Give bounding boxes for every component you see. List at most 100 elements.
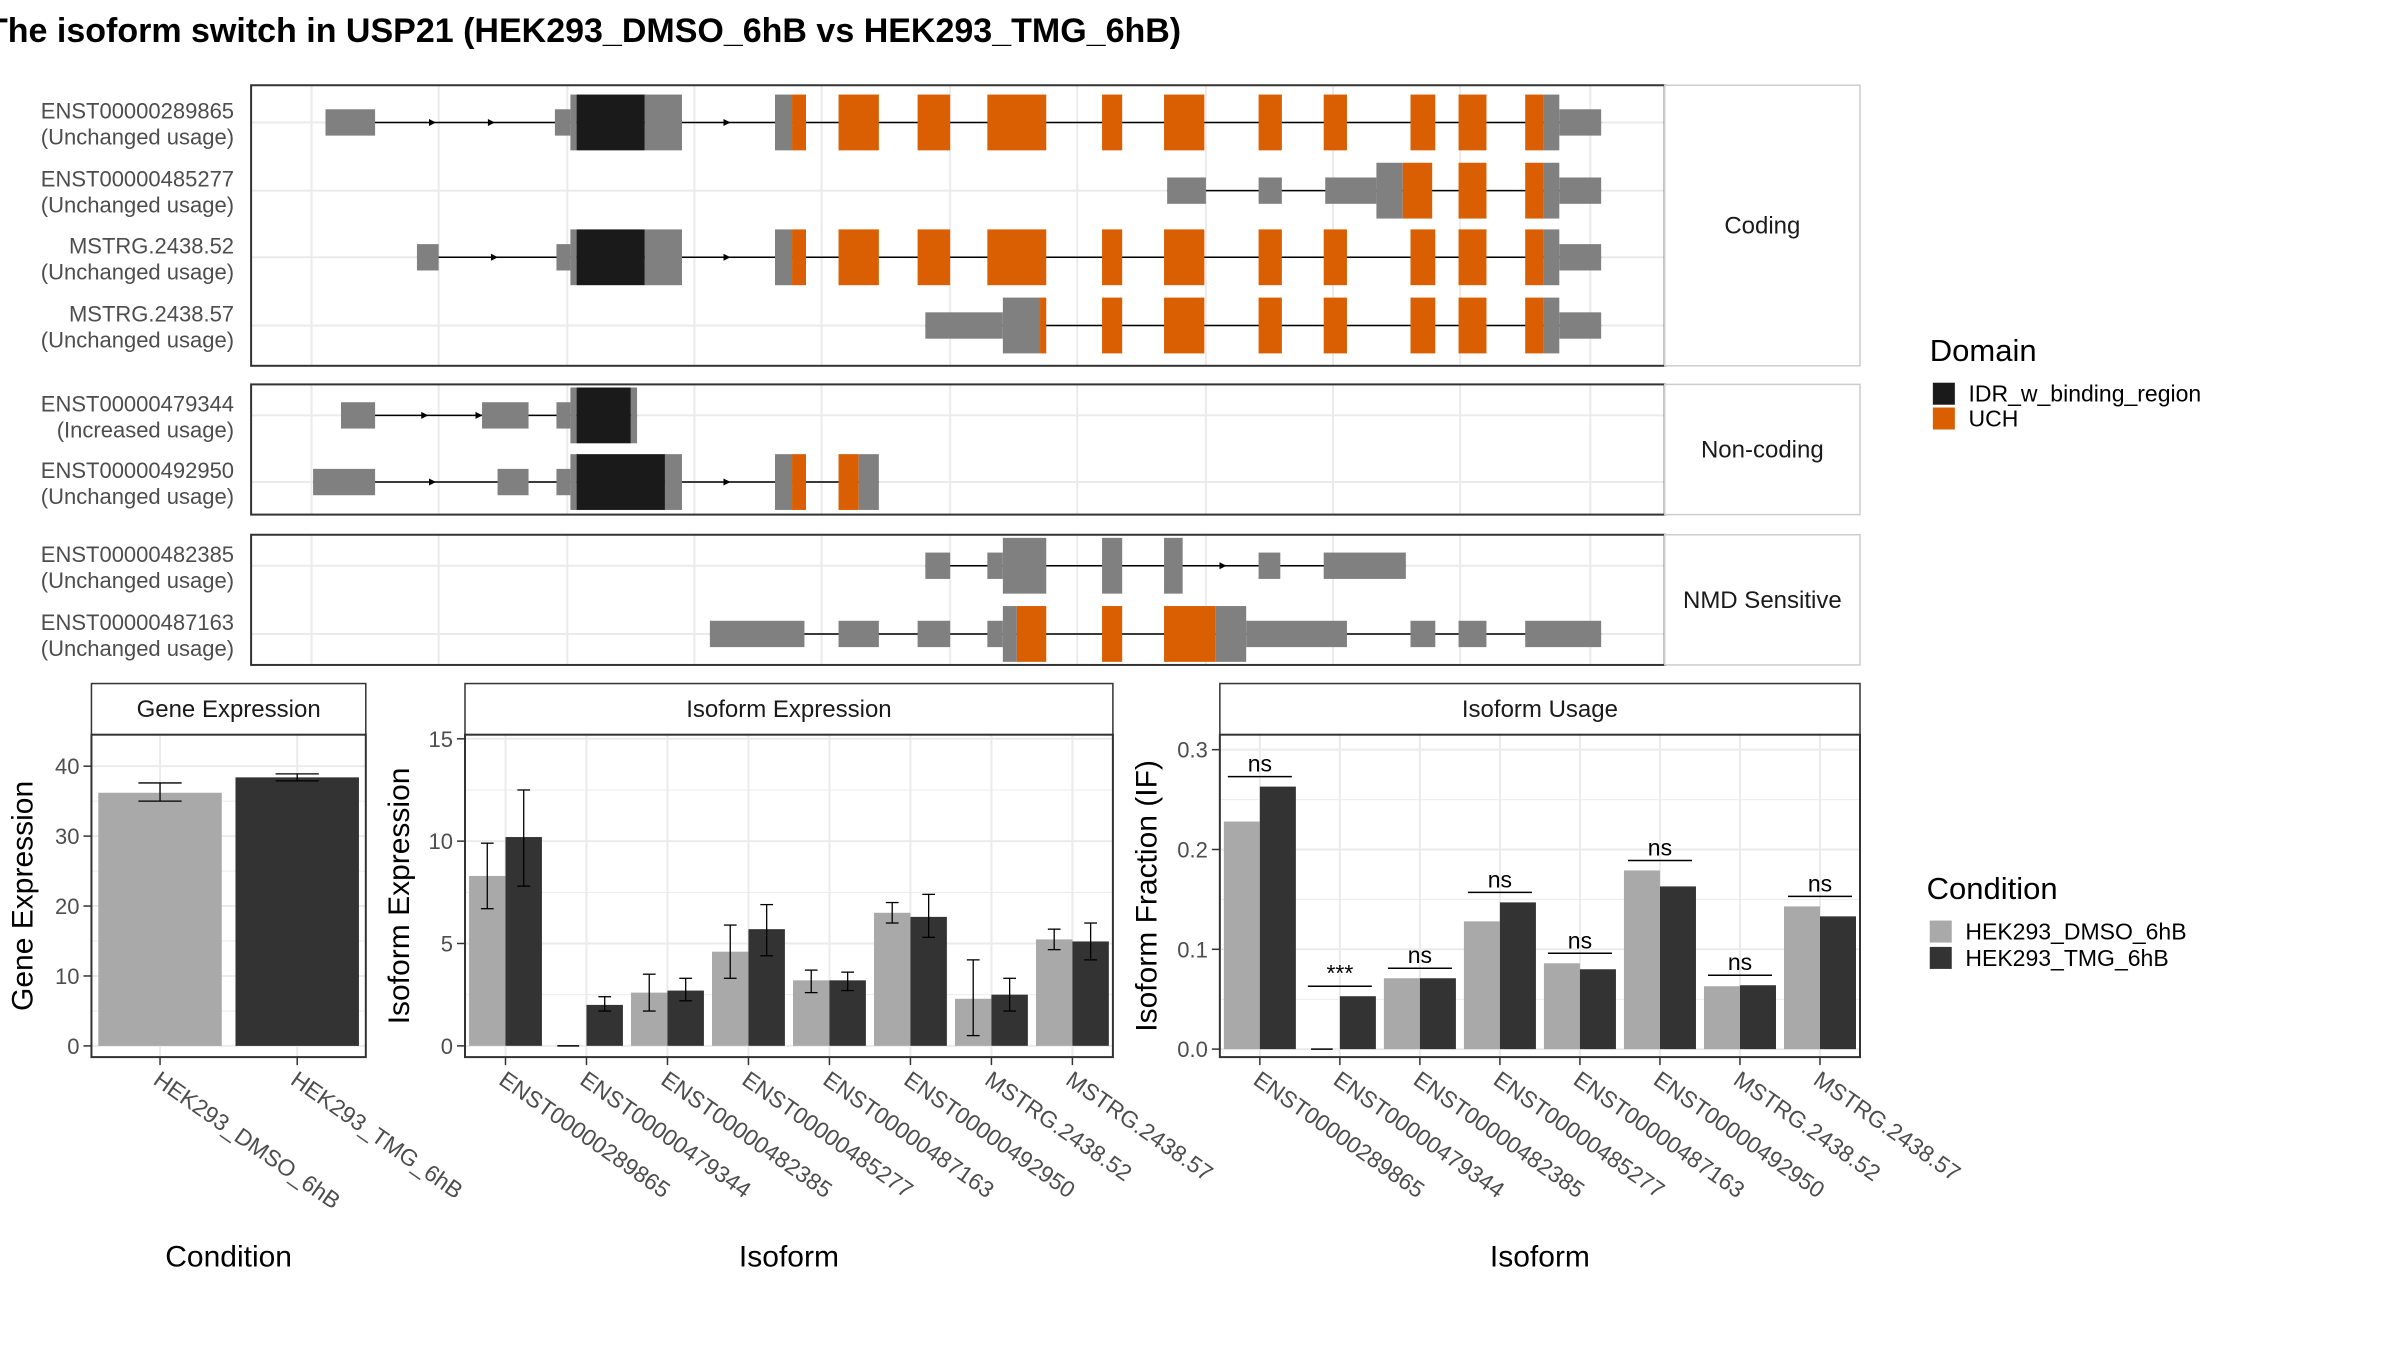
x-tick-label: MSTRG.2438.57	[1809, 1066, 1965, 1186]
y-axis-label: Isoform Fraction (IF)	[1130, 760, 1163, 1032]
x-axis-label: Condition	[165, 1240, 292, 1273]
exon-segment	[570, 454, 577, 510]
y-tick-label: 30	[55, 824, 79, 849]
transcript-id: ENST00000485277	[41, 167, 234, 192]
direction-arrow	[429, 118, 436, 126]
facet-strip	[1663, 534, 1861, 666]
transcript-row: ENST00000492950(Unchanged usage)	[41, 454, 879, 510]
uch-domain-segment	[1458, 297, 1487, 354]
direction-arrow	[1219, 562, 1227, 570]
exon-segment	[570, 387, 577, 444]
utr-exon	[313, 468, 376, 496]
direction-arrow	[491, 253, 498, 261]
facet-strip	[1663, 84, 1861, 367]
exon-segment	[570, 94, 577, 151]
utr-exon	[838, 620, 879, 648]
significance-label: ns	[1248, 751, 1272, 777]
uch-domain-segment	[1102, 606, 1123, 662]
y-tick-label: 0	[441, 1034, 453, 1059]
bar	[98, 792, 222, 1046]
bar	[1463, 921, 1500, 1050]
utr-exon	[1458, 620, 1487, 648]
uch-domain-segment	[1458, 94, 1487, 151]
exon-segment	[630, 387, 638, 444]
exon-segment	[1102, 537, 1123, 594]
y-tick-label: 0.2	[1177, 837, 1208, 862]
transcript-panel-1: ENST00000289865(Unchanged usage)ENST0000…	[41, 84, 1861, 367]
transcript-usage: (Increased usage)	[57, 417, 234, 442]
uch-domain-segment	[838, 94, 879, 151]
facet-label: NMD Sensitive	[1683, 587, 1842, 614]
uch-domain-segment	[1016, 606, 1047, 662]
bar	[1543, 963, 1580, 1050]
significance-label: ***	[1326, 960, 1353, 986]
exon-segment	[1215, 606, 1247, 662]
utr-exon	[482, 402, 529, 429]
chart-title: Isoform Usage	[1462, 696, 1618, 723]
uch-domain-segment	[1458, 229, 1487, 286]
bar	[1739, 985, 1776, 1050]
exon-segment	[775, 94, 793, 151]
uch-domain-segment	[1410, 229, 1436, 286]
uch-domain-segment	[792, 229, 806, 286]
transcript-row: ENST00000487163(Unchanged usage)	[41, 606, 1602, 662]
facet-label: Non-coding	[1701, 437, 1824, 464]
bar	[1579, 969, 1616, 1050]
significance-label: ns	[1648, 834, 1672, 860]
uch-domain-segment	[1410, 297, 1436, 354]
facet-label: Coding	[1724, 213, 1800, 240]
utr-exon	[556, 244, 571, 271]
uch-domain-segment	[1040, 297, 1047, 354]
bar	[873, 912, 911, 1046]
utr-exon	[987, 620, 1003, 648]
transcript-panel-3: ENST00000482385(Unchanged usage)ENST0000…	[41, 533, 1861, 666]
uch-domain-segment	[838, 454, 859, 510]
bar	[1383, 978, 1420, 1050]
uch-domain-segment	[1323, 94, 1347, 151]
transcript-id: MSTRG.2438.52	[69, 233, 234, 258]
transcript-usage: (Unchanged usage)	[41, 568, 234, 593]
legend-label: UCH	[1969, 406, 2019, 432]
chart-title: Gene Expression	[137, 696, 321, 723]
bar	[235, 777, 359, 1046]
y-tick-label: 10	[429, 829, 453, 854]
uch-domain-segment	[1402, 162, 1433, 219]
y-tick-label: 0.3	[1177, 738, 1208, 763]
bar	[1623, 870, 1660, 1050]
uch-domain-segment	[1323, 229, 1347, 286]
utr-exon	[1559, 109, 1602, 136]
utr-exon	[1325, 177, 1377, 204]
facet-strip	[90, 682, 367, 736]
y-axis-label: Gene Expression	[7, 781, 40, 1011]
transcript-row: ENST00000485277(Unchanged usage)	[41, 162, 1602, 219]
utr-exon	[1410, 620, 1436, 648]
significance-label: ns	[1488, 866, 1512, 892]
facet-strip	[464, 682, 1114, 736]
bar	[829, 980, 866, 1046]
y-tick-label: 0.1	[1177, 937, 1208, 962]
idr-domain-segment	[576, 94, 645, 151]
y-tick-label: 5	[441, 931, 453, 956]
direction-arrow	[723, 253, 731, 261]
legend-title: Condition	[1927, 871, 2058, 906]
transcript-id: ENST00000479344	[41, 391, 234, 416]
exon-segment	[1164, 537, 1183, 594]
utr-exon	[1246, 620, 1347, 648]
isoform-usage-chart: Isoform Usage ns *** ns ns ns ns ns ns 0.0 0.1 0.2 0…	[1130, 682, 1965, 1273]
uch-domain-segment	[917, 229, 951, 286]
legend-title: Domain	[1930, 333, 2037, 368]
transcript-id: ENST00000487163	[41, 610, 234, 635]
uch-domain-segment	[1323, 297, 1347, 354]
bar	[1819, 916, 1856, 1050]
uch-domain-segment	[792, 454, 806, 510]
exon-segment	[858, 454, 879, 510]
utr-exon	[554, 109, 571, 136]
significance-label: ns	[1568, 927, 1592, 953]
utr-exon	[497, 468, 529, 496]
utr-exon	[556, 468, 571, 496]
x-axis-label: Isoform	[739, 1240, 839, 1273]
exon-segment	[775, 454, 793, 510]
y-tick-label: 10	[55, 964, 79, 989]
